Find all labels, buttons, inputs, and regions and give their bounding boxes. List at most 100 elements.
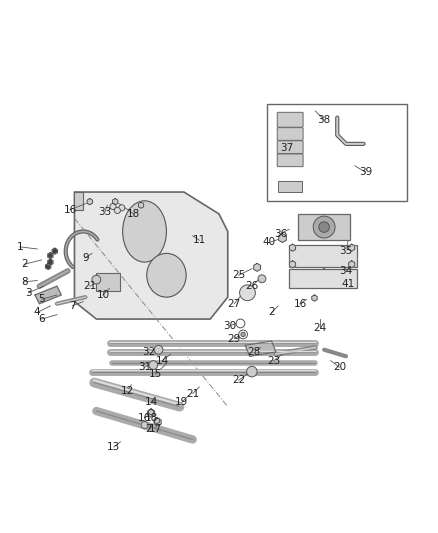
Polygon shape (87, 199, 92, 205)
Polygon shape (245, 341, 276, 356)
Bar (289, 269, 357, 288)
Polygon shape (279, 233, 286, 243)
Text: 10: 10 (96, 290, 110, 300)
Circle shape (119, 205, 125, 211)
Text: 4: 4 (34, 308, 41, 318)
Polygon shape (52, 248, 57, 254)
Circle shape (49, 260, 52, 264)
Text: 5: 5 (38, 294, 45, 304)
FancyBboxPatch shape (277, 154, 303, 167)
Text: 41: 41 (342, 279, 355, 289)
Polygon shape (138, 202, 144, 208)
Polygon shape (254, 263, 261, 271)
Text: 16: 16 (64, 205, 77, 215)
Text: 25: 25 (232, 270, 245, 280)
Polygon shape (48, 259, 53, 265)
Circle shape (154, 345, 163, 354)
Polygon shape (349, 261, 355, 268)
Bar (278, 181, 302, 192)
Text: 36: 36 (274, 229, 287, 239)
Circle shape (319, 222, 329, 232)
Circle shape (149, 361, 158, 369)
Text: 3: 3 (25, 288, 32, 298)
Polygon shape (290, 261, 296, 268)
Circle shape (46, 265, 50, 268)
FancyBboxPatch shape (277, 112, 303, 127)
Bar (96, 273, 120, 290)
Circle shape (236, 319, 245, 328)
Circle shape (241, 332, 245, 336)
Text: 32: 32 (142, 347, 155, 357)
Polygon shape (35, 286, 61, 304)
Text: 18: 18 (145, 413, 158, 423)
Text: 38: 38 (318, 115, 331, 125)
Text: 14: 14 (145, 397, 158, 407)
Text: 22: 22 (232, 375, 245, 385)
Text: 30: 30 (223, 321, 237, 330)
Polygon shape (154, 418, 159, 424)
Text: 39: 39 (359, 167, 372, 177)
Text: 14: 14 (155, 356, 169, 366)
Text: 6: 6 (38, 314, 45, 324)
Text: 21: 21 (83, 281, 96, 291)
Circle shape (114, 207, 120, 214)
Text: 17: 17 (149, 424, 162, 433)
Text: 27: 27 (228, 298, 241, 309)
Text: 1: 1 (16, 242, 23, 252)
FancyBboxPatch shape (277, 128, 303, 140)
Polygon shape (290, 244, 296, 251)
Text: 12: 12 (120, 386, 134, 397)
Polygon shape (46, 263, 51, 270)
Text: 34: 34 (339, 266, 353, 276)
FancyBboxPatch shape (277, 141, 303, 154)
Circle shape (92, 275, 101, 284)
Text: 18: 18 (127, 209, 140, 219)
Text: 13: 13 (107, 442, 120, 452)
Text: 35: 35 (339, 246, 353, 256)
Text: 19: 19 (175, 397, 188, 407)
Text: 2: 2 (268, 308, 275, 318)
Bar (298, 214, 350, 240)
Polygon shape (48, 253, 53, 259)
Text: 2: 2 (145, 424, 152, 433)
Text: 33: 33 (99, 207, 112, 217)
Text: 37: 37 (280, 143, 293, 154)
Circle shape (53, 249, 57, 253)
Polygon shape (349, 244, 355, 251)
Polygon shape (148, 409, 155, 417)
Polygon shape (154, 418, 161, 426)
Ellipse shape (147, 253, 186, 297)
Text: 7: 7 (69, 301, 76, 311)
Circle shape (247, 366, 257, 377)
Text: 28: 28 (247, 347, 261, 357)
Text: 24: 24 (313, 323, 326, 333)
Text: 31: 31 (138, 362, 151, 372)
Bar (289, 245, 357, 266)
Text: 21: 21 (186, 389, 199, 399)
Text: 29: 29 (228, 334, 241, 344)
Polygon shape (74, 192, 228, 319)
Circle shape (240, 285, 255, 301)
Circle shape (258, 275, 266, 282)
Circle shape (49, 254, 52, 257)
Text: 15: 15 (149, 369, 162, 379)
Text: 20: 20 (333, 362, 346, 372)
Text: 8: 8 (21, 277, 28, 287)
Polygon shape (141, 421, 148, 429)
Text: 9: 9 (82, 253, 89, 263)
Polygon shape (148, 409, 154, 415)
Bar (267, 104, 407, 201)
Text: 26: 26 (245, 281, 258, 291)
Text: 11: 11 (193, 235, 206, 245)
Polygon shape (74, 192, 83, 209)
Circle shape (313, 216, 335, 238)
Polygon shape (312, 295, 317, 301)
Text: 23: 23 (267, 356, 280, 366)
Circle shape (110, 204, 116, 209)
Ellipse shape (123, 201, 166, 262)
Polygon shape (113, 199, 118, 205)
Text: 16: 16 (138, 413, 151, 423)
Text: 40: 40 (263, 237, 276, 247)
Text: 2: 2 (21, 260, 28, 269)
Text: 16: 16 (293, 298, 307, 309)
